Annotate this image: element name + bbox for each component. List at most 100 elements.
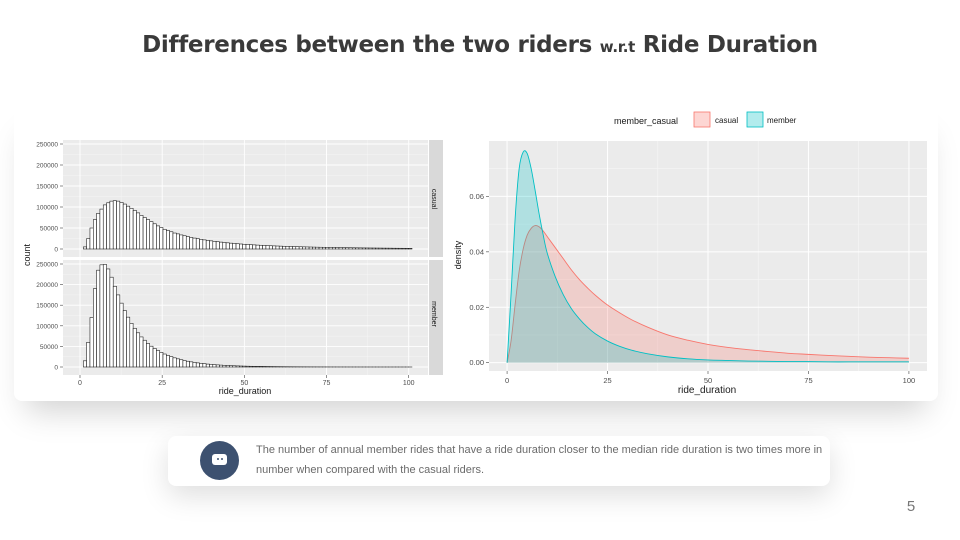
hist-bar-member (89, 317, 94, 368)
hist-bar-member (242, 365, 247, 368)
hist-bar-casual (245, 244, 250, 250)
hist-bar-casual (209, 240, 214, 250)
hist-bar-member (146, 343, 150, 368)
hist-bar-casual (219, 241, 224, 250)
hist-bar-casual (282, 245, 287, 250)
chat-bubble-icon (200, 441, 239, 480)
density-axes: 0.00 0.02 0.04 0.06 0 25 50 75 100 (469, 192, 915, 385)
hist-bar-casual (109, 200, 114, 250)
density-ylabel: density (453, 240, 463, 269)
hist-bar-member (189, 361, 194, 368)
hist-xtick-label: 75 (323, 380, 331, 387)
hist-bar-casual (288, 246, 293, 250)
hist-bar-casual (205, 240, 210, 250)
hist-ytick-label: 200000 (36, 282, 58, 289)
hist-bar-casual (272, 245, 277, 250)
hist-bar-casual (252, 244, 257, 250)
hist-bar-casual (348, 247, 353, 250)
density-xtick-label: 100 (903, 376, 916, 385)
hist-bar-member (235, 365, 240, 368)
hist-bar-member (245, 365, 250, 368)
hist-bar-casual (212, 241, 217, 250)
hist-strip-casual-label: casual (430, 189, 437, 210)
hist-bar-casual (162, 228, 167, 250)
legend-label-member: member (767, 116, 797, 125)
hist-bar-casual (185, 236, 190, 250)
hist-ytick-label: 0 (54, 247, 58, 254)
hist-axes: 0500001000001500002000002500000500001000… (36, 142, 414, 388)
density-xtick-label: 0 (505, 376, 509, 385)
hist-bar-casual (308, 246, 313, 250)
hist-bar-casual (318, 246, 323, 250)
hist-bar-casual (166, 230, 170, 250)
hist-bar-member (199, 363, 204, 368)
hist-bar-casual (225, 242, 230, 250)
hist-ytick-label: 50000 (40, 226, 58, 233)
hist-bar-casual (156, 225, 160, 250)
hist-bar-casual (368, 247, 373, 250)
density-ytick-label: 0.04 (469, 247, 484, 256)
hist-bar-casual (235, 243, 240, 250)
hist-bar-casual (292, 246, 297, 250)
hist-bar-casual (385, 247, 390, 250)
hist-bar-member (96, 269, 101, 368)
hist-bar-casual (172, 232, 177, 250)
hist-bar-casual (99, 208, 104, 250)
hist-bar-member (109, 276, 114, 368)
hist-bar-casual (222, 242, 227, 250)
hist-bar-member (255, 366, 260, 368)
hist-bar-casual (159, 227, 164, 250)
hist-bar-casual (325, 247, 330, 250)
hist-bar-member (99, 264, 104, 368)
hist-bar-casual (179, 234, 184, 250)
hist-bar-member (215, 364, 220, 368)
hist-bar-casual (239, 243, 243, 250)
hist-bar-casual (268, 245, 273, 250)
hist-bar-casual (132, 210, 137, 250)
hist-bar-casual (93, 219, 97, 250)
hist-bar-casual (265, 245, 270, 250)
hist-ytick-label: 100000 (36, 323, 58, 330)
hist-bar-member (149, 345, 154, 368)
hist-bars-casual (83, 200, 413, 250)
hist-bar-member (185, 360, 190, 368)
hist-bar-casual (83, 246, 87, 250)
hist-xtick-label: 0 (78, 380, 82, 387)
legend-key-casual (693, 111, 711, 128)
hist-bar-member (212, 364, 217, 368)
density-chart: 0.00 0.02 0.04 0.06 0 25 50 75 100 member_casual… (453, 111, 927, 396)
hist-bar-casual (195, 238, 200, 250)
hist-bars-member (83, 264, 413, 368)
hist-bar-casual (408, 248, 413, 250)
hist-xtick-label: 100 (403, 380, 415, 387)
hist-bar-casual (401, 247, 406, 250)
hist-bar-casual (365, 247, 370, 250)
density-ytick-label: 0.02 (469, 303, 484, 312)
density-line-member (506, 150, 909, 363)
legend-label-casual: casual (715, 116, 738, 125)
hist-bar-casual (192, 237, 197, 250)
density-xtick-label: 50 (704, 376, 712, 385)
hist-bar-member (179, 359, 184, 368)
hist-bar-casual (176, 233, 180, 250)
hist-bar-member (136, 332, 141, 368)
hist-bar-casual (96, 213, 101, 250)
hist-bar-casual (361, 247, 366, 250)
hist-bar-casual (255, 244, 260, 250)
title-small: w.r.t (599, 38, 636, 56)
hist-bar-member (195, 362, 200, 368)
hist-bar-member (232, 365, 237, 368)
hist-xlabel: ride_duration (219, 386, 272, 396)
hist-bar-member (116, 294, 121, 368)
hist-bar-casual (119, 202, 124, 250)
hist-bar-member (102, 264, 107, 368)
hist-bar-casual (106, 202, 111, 250)
hist-bar-casual (371, 247, 376, 250)
hist-bar-casual (388, 247, 393, 250)
hist-bar-casual (398, 247, 403, 250)
hist-bar-casual (129, 207, 134, 250)
hist-bar-casual (189, 237, 194, 250)
density-area-member (507, 150, 909, 363)
hist-bar-casual (152, 223, 157, 250)
hist-bar-casual (232, 243, 237, 250)
